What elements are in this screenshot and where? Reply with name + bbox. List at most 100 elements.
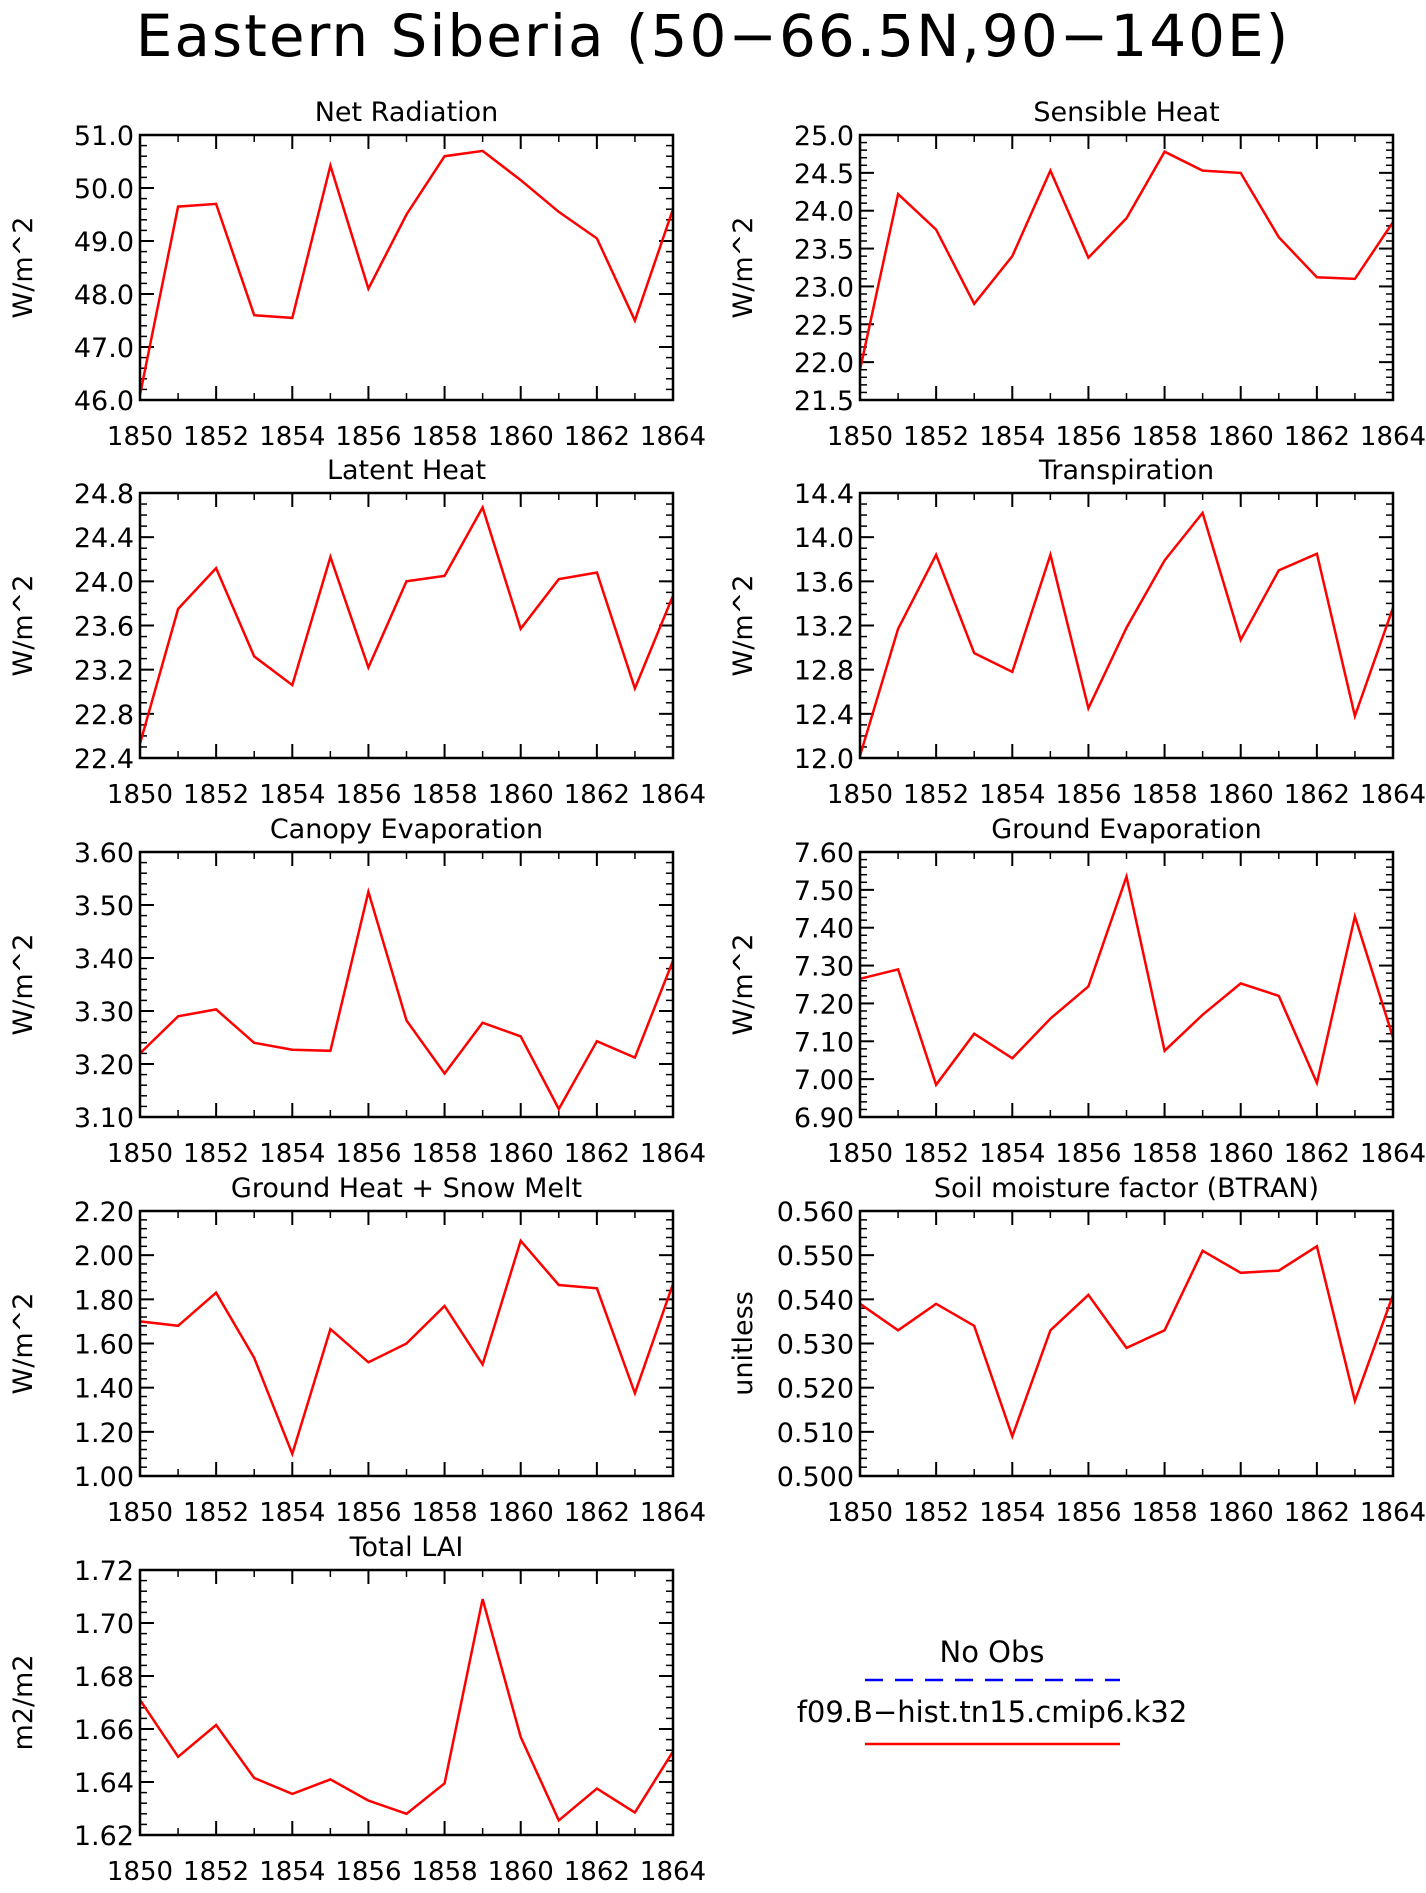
chart-3-frame bbox=[138, 491, 675, 760]
chart-2-xtick-label: 1852 bbox=[903, 422, 969, 452]
chart-7-ytick-label: 1.40 bbox=[74, 1374, 134, 1405]
chart-5-ytick-label: 3.30 bbox=[74, 997, 134, 1028]
chart-4-xtick-label: 1850 bbox=[827, 780, 893, 810]
chart-panel-8: Soil moisture factor (BTRAN) unitless 0.50… bbox=[728, 1173, 1426, 1528]
legend: No Obs f09.B−hist.tn15.cmip6.k32 bbox=[797, 1635, 1188, 1746]
chart-4-xtick-label: 1862 bbox=[1284, 780, 1350, 810]
chart-7-ytick-label: 1.20 bbox=[74, 1418, 134, 1449]
chart-9-xtick-label: 1862 bbox=[564, 1857, 630, 1887]
chart-2-ylabel: W/m^2 bbox=[728, 217, 759, 319]
chart-6-title: Ground Evaporation bbox=[991, 814, 1262, 845]
chart-4-series-line bbox=[858, 510, 1395, 757]
chart-panels: Net Radiation W/m^2 46.0 47.0 48.0 49.0 50.0 51… bbox=[8, 97, 1426, 1887]
chart-5-frame bbox=[138, 850, 675, 1119]
chart-9-ytick-label: 1.72 bbox=[74, 1556, 134, 1587]
chart-9-title: Total LAI bbox=[349, 1532, 464, 1563]
chart-8-title: Soil moisture factor (BTRAN) bbox=[934, 1173, 1319, 1204]
chart-2-title: Sensible Heat bbox=[1033, 97, 1219, 128]
chart-1-ytick-label: 47.0 bbox=[74, 333, 134, 364]
chart-1-xtick-label: 1850 bbox=[107, 422, 173, 452]
chart-5-ytick-label: 3.60 bbox=[74, 838, 134, 869]
chart-1-ytick-label: 49.0 bbox=[74, 227, 134, 258]
chart-9-ytick-label: 1.68 bbox=[74, 1662, 134, 1693]
chart-1-xtick-label: 1856 bbox=[335, 422, 401, 452]
chart-4-ytick-label: 12.4 bbox=[794, 700, 854, 731]
chart-2-ytick-label: 24.5 bbox=[794, 159, 854, 190]
chart-panel-3: Latent Heat W/m^2 22.4 22.8 23.2 23.6 24.0 24.4… bbox=[8, 455, 706, 810]
chart-4-ylabel: W/m^2 bbox=[728, 575, 759, 677]
figure-title: Eastern Siberia (50−66.5N,90−140E) bbox=[135, 2, 1291, 70]
chart-9-xtick-label: 1864 bbox=[640, 1857, 706, 1887]
chart-9-xtick-label: 1850 bbox=[107, 1857, 173, 1887]
chart-7-frame bbox=[138, 1209, 675, 1478]
chart-6-ytick-label: 7.00 bbox=[794, 1065, 854, 1096]
chart-8-ytick-label: 0.500 bbox=[777, 1462, 854, 1493]
chart-3-ytick-label: 24.0 bbox=[74, 567, 134, 598]
chart-8-series-line bbox=[859, 1244, 1395, 1441]
chart-2-frame bbox=[858, 133, 1395, 402]
chart-panel-7: Ground Heat + Snow Melt W/m^2 1.00 1.20 1.40… bbox=[8, 1173, 706, 1528]
chart-1-xtick-label: 1854 bbox=[259, 422, 325, 452]
chart-6-xtick-label: 1860 bbox=[1208, 1139, 1274, 1169]
chart-1-ytick-label: 46.0 bbox=[74, 386, 134, 417]
chart-2-ytick-label: 21.5 bbox=[794, 386, 854, 417]
chart-9-ytick-label: 1.62 bbox=[74, 1821, 134, 1852]
chart-3-title: Latent Heat bbox=[327, 455, 486, 486]
chart-1-xtick-label: 1860 bbox=[488, 422, 554, 452]
chart-1-xtick-label: 1864 bbox=[640, 422, 706, 452]
chart-7-ytick-label: 2.20 bbox=[74, 1197, 134, 1228]
chart-2-xtick-label: 1854 bbox=[979, 422, 1045, 452]
chart-4-frame bbox=[858, 491, 1395, 760]
chart-6-ytick-label: 6.90 bbox=[794, 1103, 854, 1134]
chart-6-xtick-label: 1854 bbox=[979, 1139, 1045, 1169]
chart-5-xtick-label: 1852 bbox=[183, 1139, 249, 1169]
chart-6-frame bbox=[858, 850, 1395, 1119]
chart-7-xtick-label: 1864 bbox=[640, 1498, 706, 1528]
chart-7-ytick-label: 2.00 bbox=[74, 1241, 134, 1272]
chart-3-ytick-label: 23.2 bbox=[74, 656, 134, 687]
chart-8-ylabel: unitless bbox=[728, 1291, 759, 1396]
chart-9-xtick-label: 1858 bbox=[411, 1857, 477, 1887]
chart-5-xtick-label: 1854 bbox=[259, 1139, 325, 1169]
chart-7-xtick-label: 1852 bbox=[183, 1498, 249, 1528]
chart-8-xtick-label: 1864 bbox=[1360, 1498, 1426, 1528]
chart-8-xtick-label: 1854 bbox=[979, 1498, 1045, 1528]
chart-3-xtick-label: 1850 bbox=[107, 780, 173, 810]
chart-panel-4: Transpiration W/m^2 12.0 12.4 12.8 13.2 13.6 14… bbox=[728, 455, 1426, 810]
chart-7-xtick-label: 1856 bbox=[335, 1498, 401, 1528]
chart-1-xtick-label: 1862 bbox=[564, 422, 630, 452]
chart-9-xtick-label: 1854 bbox=[259, 1857, 325, 1887]
chart-4-xtick-label: 1858 bbox=[1131, 780, 1197, 810]
chart-8-ytick-label: 0.560 bbox=[777, 1197, 854, 1228]
chart-5-ytick-label: 3.50 bbox=[74, 891, 134, 922]
chart-5-xtick-label: 1864 bbox=[640, 1139, 706, 1169]
chart-9-ylabel: m2/m2 bbox=[8, 1654, 39, 1750]
chart-3-xtick-label: 1852 bbox=[183, 780, 249, 810]
chart-8-ytick-label: 0.510 bbox=[777, 1418, 854, 1449]
chart-5-ytick-label: 3.40 bbox=[74, 944, 134, 975]
chart-7-xtick-label: 1858 bbox=[411, 1498, 477, 1528]
chart-2-xtick-label: 1860 bbox=[1208, 422, 1274, 452]
chart-3-ytick-label: 23.6 bbox=[74, 612, 134, 643]
chart-7-ytick-label: 1.60 bbox=[74, 1330, 134, 1361]
chart-5-xtick-label: 1856 bbox=[335, 1139, 401, 1169]
chart-panel-2: Sensible Heat W/m^2 21.5 22.0 22.5 23.0 23.5 24… bbox=[728, 97, 1426, 452]
chart-5-xtick-label: 1860 bbox=[488, 1139, 554, 1169]
chart-7-ytick-label: 1.80 bbox=[74, 1285, 134, 1316]
chart-3-series-line bbox=[138, 504, 675, 744]
chart-2-xtick-label: 1850 bbox=[827, 422, 893, 452]
chart-5-ytick-label: 3.10 bbox=[74, 1103, 134, 1134]
chart-4-ytick-label: 13.6 bbox=[794, 567, 854, 598]
chart-2-xtick-label: 1862 bbox=[1284, 422, 1350, 452]
chart-7-ylabel: W/m^2 bbox=[8, 1293, 39, 1395]
chart-3-xtick-label: 1854 bbox=[259, 780, 325, 810]
chart-2-ytick-label: 23.0 bbox=[794, 272, 854, 303]
chart-6-xtick-label: 1858 bbox=[1131, 1139, 1197, 1169]
legend-model-label: f09.B−hist.tn15.cmip6.k32 bbox=[797, 1695, 1188, 1729]
chart-1-xtick-label: 1858 bbox=[411, 422, 477, 452]
chart-2-ytick-label: 24.0 bbox=[794, 197, 854, 228]
chart-9-xtick-label: 1860 bbox=[488, 1857, 554, 1887]
chart-4-ytick-label: 12.8 bbox=[794, 656, 854, 687]
chart-1-ytick-label: 51.0 bbox=[74, 121, 134, 152]
